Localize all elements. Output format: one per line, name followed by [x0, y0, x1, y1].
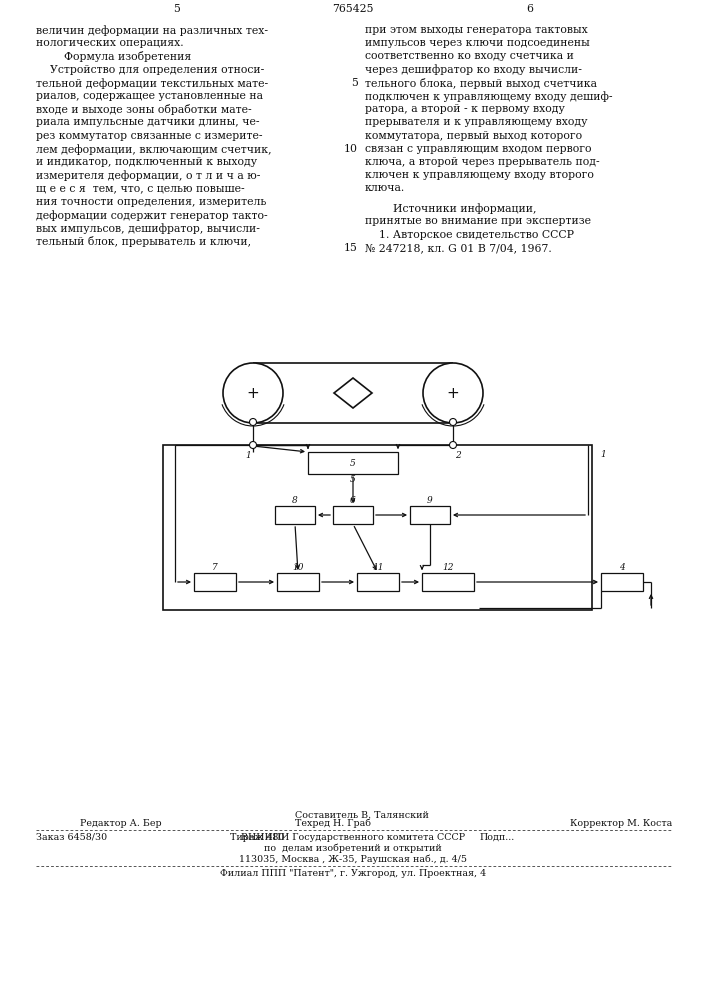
Text: ВНИИПИ Государственного комитета СССР: ВНИИПИ Государственного комитета СССР: [241, 833, 465, 842]
Text: Корректор М. Коста: Корректор М. Коста: [570, 819, 672, 828]
Text: величин деформации на различных тех-: величин деформации на различных тех-: [36, 25, 268, 36]
Text: риала импульсные датчики длины, че-: риала импульсные датчики длины, че-: [36, 117, 259, 127]
Circle shape: [223, 363, 283, 423]
Text: № 247218, кл. G 01 В 7/04, 1967.: № 247218, кл. G 01 В 7/04, 1967.: [365, 243, 551, 253]
Text: ния точности определения, измеритель: ния точности определения, измеритель: [36, 197, 267, 207]
Text: соответственно ко входу счетчика и: соответственно ко входу счетчика и: [365, 51, 574, 61]
Text: 7: 7: [212, 563, 218, 572]
Text: входе и выходе зоны обработки мате-: входе и выходе зоны обработки мате-: [36, 104, 252, 115]
Bar: [308, 452, 398, 474]
Text: Заказ 6458/30: Заказ 6458/30: [36, 833, 107, 842]
Text: лем деформации, включающим счетчик,: лем деформации, включающим счетчик,: [36, 144, 271, 155]
Bar: [357, 573, 399, 591]
Text: 5: 5: [350, 475, 356, 484]
Circle shape: [450, 442, 457, 448]
Text: 1: 1: [245, 451, 251, 460]
Bar: [194, 573, 236, 591]
Bar: [163, 445, 592, 610]
Text: нологических операциях.: нологических операциях.: [36, 38, 184, 48]
Text: Устройство для определения относи-: Устройство для определения относи-: [36, 65, 264, 75]
Text: подключен к управляющему входу дешиф-: подключен к управляющему входу дешиф-: [365, 91, 612, 102]
Text: риалов, содержащее установленные на: риалов, содержащее установленные на: [36, 91, 263, 101]
Text: 11: 11: [373, 563, 384, 572]
Text: деформации содержит генератор такто-: деформации содержит генератор такто-: [36, 210, 268, 221]
Bar: [422, 573, 474, 591]
Bar: [275, 506, 315, 524]
Polygon shape: [334, 378, 372, 408]
Text: ратора, а второй - к первому входу: ратора, а второй - к первому входу: [365, 104, 565, 114]
Text: по  делам изобретений и открытий: по делам изобретений и открытий: [264, 844, 442, 853]
Text: Филиал ППП "Патент", г. Ужгород, ул. Проектная, 4: Филиал ППП "Патент", г. Ужгород, ул. Про…: [220, 869, 486, 878]
Text: Тираж 480: Тираж 480: [230, 833, 284, 842]
Text: связан с управляющим входом первого: связан с управляющим входом первого: [365, 144, 592, 154]
Bar: [333, 506, 373, 524]
Text: принятые во внимание при экспертизе: принятые во внимание при экспертизе: [365, 216, 591, 226]
Text: 12: 12: [443, 563, 454, 572]
Text: +: +: [447, 385, 460, 400]
Text: тельный блок, прерыватель и ключи,: тельный блок, прерыватель и ключи,: [36, 236, 251, 247]
Text: +: +: [247, 385, 259, 400]
Bar: [277, 573, 319, 591]
Bar: [601, 573, 643, 591]
Text: 1: 1: [600, 450, 606, 459]
Text: ключа.: ключа.: [365, 183, 405, 193]
Text: 6: 6: [527, 4, 534, 14]
Text: рез коммутатор связанные с измерите-: рез коммутатор связанные с измерите-: [36, 131, 262, 141]
Text: щ е е с я  тем, что, с целью повыше-: щ е е с я тем, что, с целью повыше-: [36, 183, 245, 193]
Text: 5: 5: [173, 4, 180, 14]
Text: вых импульсов, дешифратор, вычисли-: вых импульсов, дешифратор, вычисли-: [36, 223, 260, 234]
Text: Редактор А. Бер: Редактор А. Бер: [80, 819, 162, 828]
Text: 765425: 765425: [332, 4, 374, 14]
Text: 2: 2: [455, 451, 461, 460]
Text: 4: 4: [619, 563, 625, 572]
Text: 113035, Москва , Ж-35, Раушская наб., д. 4/5: 113035, Москва , Ж-35, Раушская наб., д.…: [239, 854, 467, 864]
Text: и индикатор, подключенный к выходу: и индикатор, подключенный к выходу: [36, 157, 257, 167]
Text: 9: 9: [427, 496, 433, 505]
Text: Источники информации,: Источники информации,: [365, 203, 537, 214]
Text: Подп...: Подп...: [480, 833, 515, 842]
Text: 8: 8: [292, 496, 298, 505]
Text: 6: 6: [350, 496, 356, 505]
Text: через дешифратор ко входу вычисли-: через дешифратор ко входу вычисли-: [365, 65, 582, 75]
Text: тельного блока, первый выход счетчика: тельного блока, первый выход счетчика: [365, 78, 597, 89]
Circle shape: [450, 418, 457, 426]
Text: прерывателя и к управляющему входу: прерывателя и к управляющему входу: [365, 117, 588, 127]
Circle shape: [423, 363, 483, 423]
Text: 10: 10: [344, 144, 358, 154]
Bar: [410, 506, 450, 524]
Text: ключа, а второй через прерыватель под-: ключа, а второй через прерыватель под-: [365, 157, 600, 167]
Circle shape: [250, 442, 257, 448]
Text: 5: 5: [350, 458, 356, 468]
Text: коммутатора, первый выход которого: коммутатора, первый выход которого: [365, 131, 582, 141]
Text: 10: 10: [292, 563, 304, 572]
Text: тельной деформации текстильных мате-: тельной деформации текстильных мате-: [36, 78, 268, 89]
Circle shape: [250, 418, 257, 426]
Text: 1. Авторское свидетельство СССР: 1. Авторское свидетельство СССР: [365, 230, 574, 240]
Text: Техред Н. Граб: Техред Н. Граб: [295, 818, 371, 828]
Text: 5: 5: [351, 78, 358, 88]
Text: импульсов через ключи подсоединены: импульсов через ключи подсоединены: [365, 38, 590, 48]
Text: при этом выходы генератора тактовых: при этом выходы генератора тактовых: [365, 25, 588, 35]
Text: Формула изобретения: Формула изобретения: [36, 51, 192, 62]
Text: измерителя деформации, о т л и ч а ю-: измерителя деформации, о т л и ч а ю-: [36, 170, 260, 181]
Text: Составитель В. Талянский: Составитель В. Талянский: [295, 811, 429, 820]
Text: ключен к управляющему входу второго: ключен к управляющему входу второго: [365, 170, 594, 180]
Text: 15: 15: [344, 243, 358, 253]
